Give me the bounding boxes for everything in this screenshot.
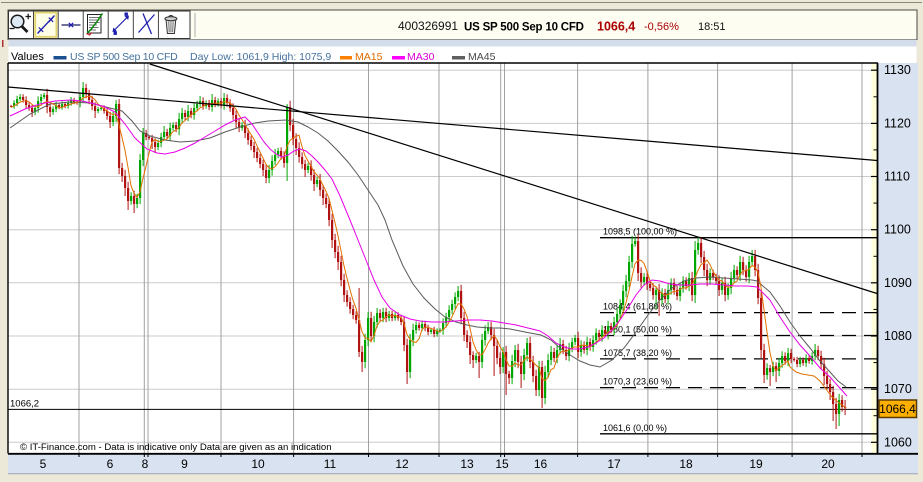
- svg-text:1060: 1060: [884, 435, 912, 449]
- svg-text:1098,5 (100,00 %): 1098,5 (100,00 %): [603, 227, 677, 237]
- svg-text:Day Low: 1061,9 High: 1075,9: Day Low: 1061,9 High: 1075,9: [190, 51, 331, 63]
- svg-text:18:51: 18:51: [698, 21, 726, 33]
- svg-text:1090: 1090: [884, 276, 912, 290]
- svg-text:MA15: MA15: [355, 51, 383, 63]
- svg-text:1061,6 (0,00 %): 1061,6 (0,00 %): [603, 423, 667, 433]
- svg-text:11: 11: [324, 457, 337, 471]
- svg-text:8: 8: [142, 457, 149, 471]
- svg-text:1120: 1120: [884, 116, 911, 130]
- svg-text:-0,56%: -0,56%: [644, 21, 679, 33]
- svg-text:10: 10: [251, 457, 265, 471]
- svg-text:16: 16: [534, 457, 548, 471]
- svg-text:MA30: MA30: [407, 51, 435, 63]
- svg-text:400326991: 400326991: [398, 19, 458, 33]
- svg-text:19: 19: [749, 457, 763, 471]
- svg-text:9: 9: [181, 457, 188, 471]
- svg-text:1066,4: 1066,4: [879, 402, 916, 416]
- svg-text:1100: 1100: [884, 223, 911, 237]
- svg-text:15: 15: [495, 457, 509, 471]
- svg-text:12: 12: [395, 457, 409, 471]
- svg-text:17: 17: [607, 457, 621, 471]
- svg-text:18: 18: [679, 457, 693, 471]
- svg-text:1130: 1130: [884, 63, 911, 77]
- svg-text:© IT-Finance.com - Data is in: © IT-Finance.com - Data is indicative on…: [20, 442, 332, 453]
- svg-text:1070,3 (23,60 %): 1070,3 (23,60 %): [603, 377, 672, 387]
- svg-text:1066,4: 1066,4: [597, 20, 635, 34]
- svg-text:1110: 1110: [884, 170, 910, 184]
- svg-text:1084,4 (61,80 %): 1084,4 (61,80 %): [603, 302, 672, 312]
- svg-text:US SP 500 Sep 10 CFD: US SP 500 Sep 10 CFD: [70, 51, 178, 63]
- svg-text:20: 20: [821, 457, 835, 471]
- svg-text:1075,7 (38,20 %): 1075,7 (38,20 %): [603, 348, 672, 358]
- svg-text:Values: Values: [11, 51, 44, 63]
- svg-text:MA45: MA45: [468, 51, 496, 63]
- svg-text:1080: 1080: [884, 329, 912, 343]
- svg-text:1070: 1070: [884, 382, 912, 396]
- svg-text:5: 5: [40, 457, 47, 471]
- svg-text:1066,2: 1066,2: [10, 398, 39, 409]
- svg-text:13: 13: [460, 457, 474, 471]
- svg-text:6: 6: [107, 457, 114, 471]
- svg-text:US SP 500 Sep 10 CFD: US SP 500 Sep 10 CFD: [464, 22, 584, 34]
